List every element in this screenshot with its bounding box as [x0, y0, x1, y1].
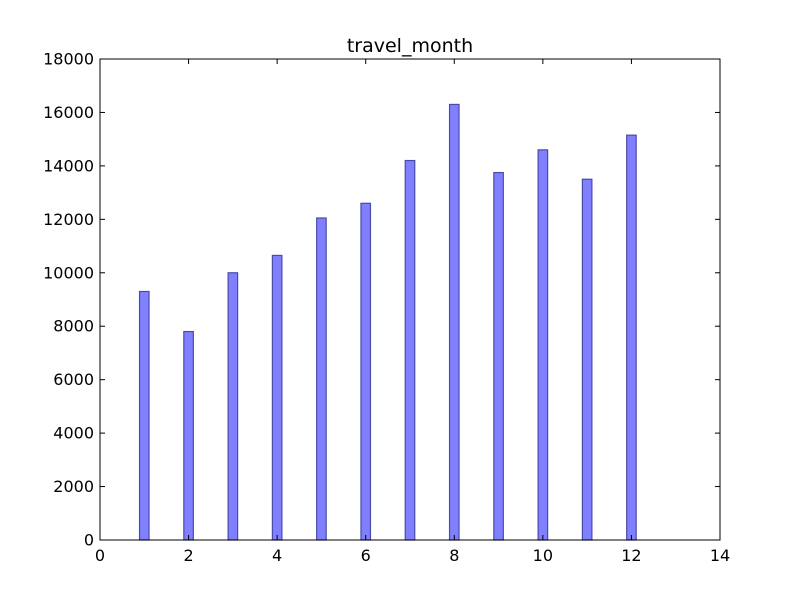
- y-tick-label: 16000: [43, 103, 94, 122]
- x-tick-label: 6: [361, 546, 371, 565]
- y-tick-label: 2000: [53, 477, 94, 496]
- x-tick-label: 2: [183, 546, 193, 565]
- bars-group: [138, 103, 637, 541]
- x-tick-label: 0: [95, 546, 105, 565]
- x-tick-label: 14: [710, 546, 730, 565]
- y-tick-label: 10000: [43, 263, 94, 282]
- bar-month-3: [227, 272, 239, 541]
- y-tick-label: 18000: [43, 50, 94, 69]
- bar-month-10: [537, 149, 549, 541]
- bar-month-8: [448, 103, 460, 541]
- axes-group: 0 2 4 6 8 10 12 14 0 2000 4000 6000 8000 10000 12000 14…: [43, 50, 730, 566]
- x-tick-label: 4: [272, 546, 282, 565]
- bar-month-11: [581, 178, 593, 541]
- plot-frame: [99, 58, 721, 541]
- bar-month-6: [360, 202, 372, 541]
- x-tick-label: 8: [449, 546, 459, 565]
- y-tick-label: 0: [84, 531, 94, 550]
- bar-month-9: [493, 171, 504, 541]
- y-tick-label: 14000: [43, 156, 94, 175]
- bar-month-7: [404, 159, 416, 541]
- chart-title: travel_month: [347, 35, 473, 57]
- y-tick-label: 6000: [53, 370, 94, 389]
- bar-month-12: [626, 134, 637, 541]
- bar-month-1: [138, 290, 150, 541]
- x-tick-label: 10: [533, 546, 553, 565]
- bar-month-4: [271, 254, 283, 541]
- y-tick-label: 8000: [53, 317, 94, 336]
- x-tick-label: 12: [621, 546, 641, 565]
- bar-month-2: [183, 330, 194, 541]
- y-tick-label: 12000: [43, 210, 94, 229]
- bar-month-5: [316, 217, 327, 541]
- y-tick-label: 4000: [53, 424, 94, 443]
